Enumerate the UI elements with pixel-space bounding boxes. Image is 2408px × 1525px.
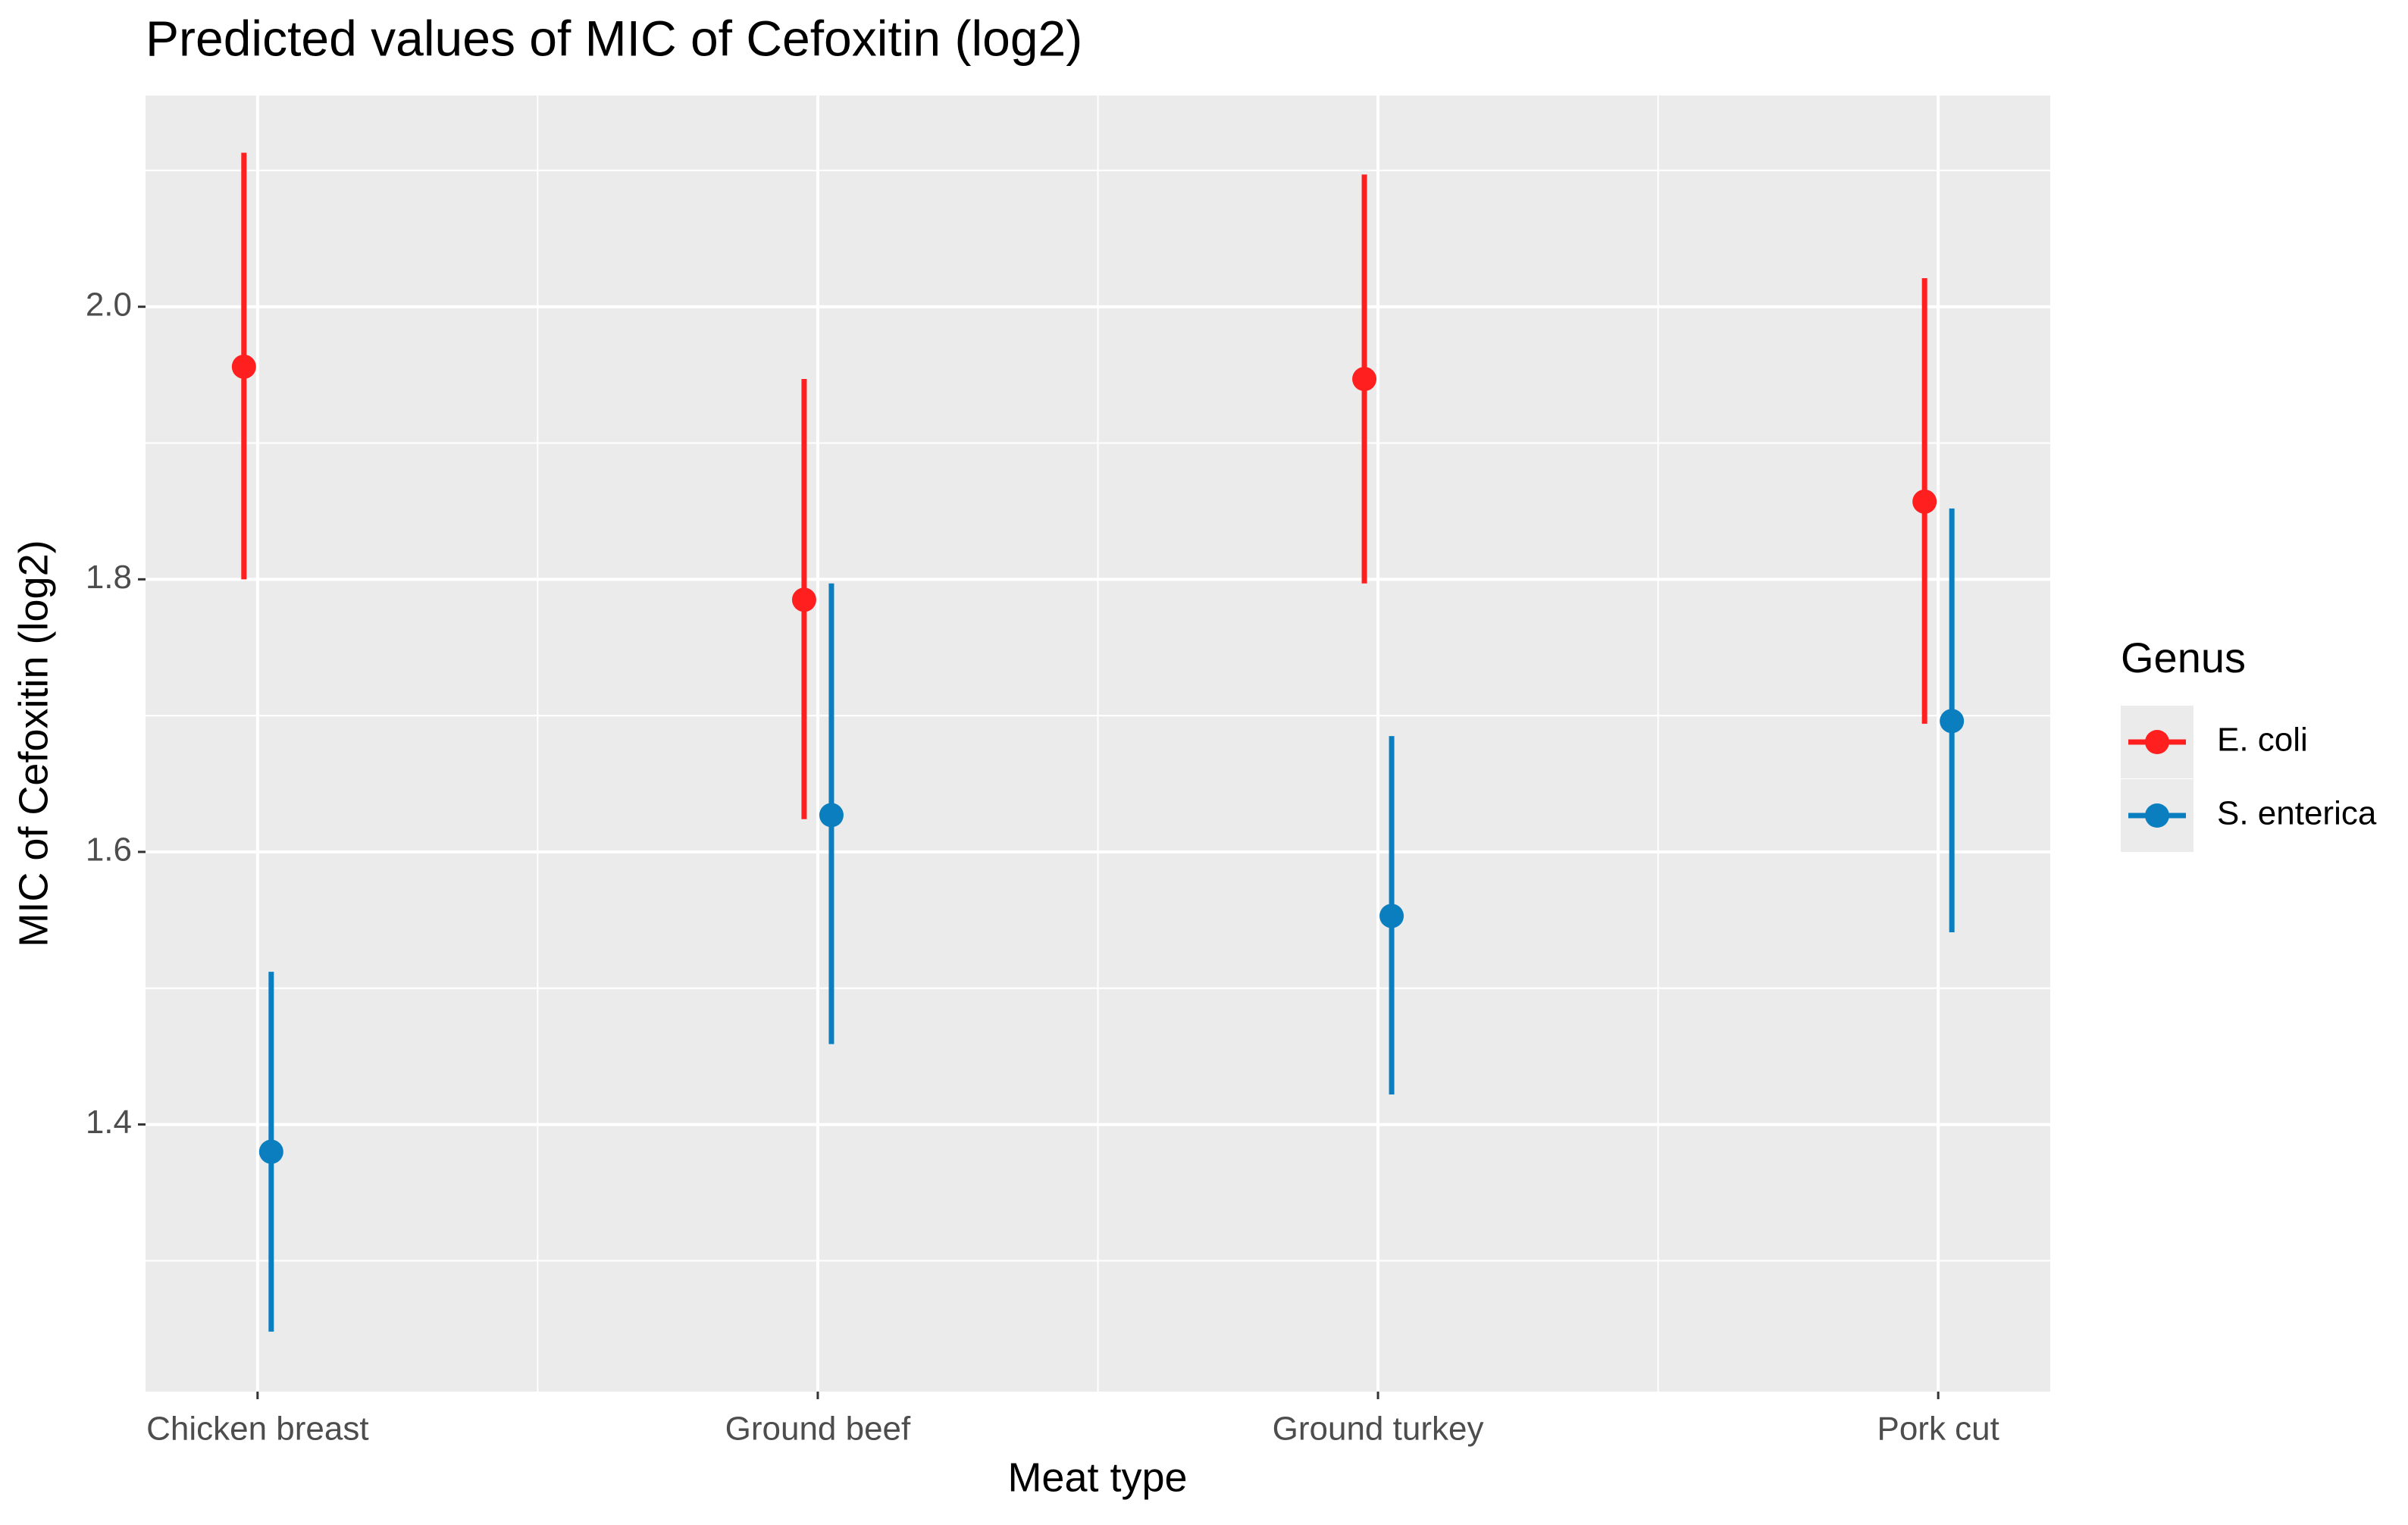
legend-label: S. enterica (2217, 795, 2377, 832)
point (1379, 903, 1404, 928)
point (1940, 709, 1965, 734)
legend-label: E. coli (2217, 722, 2308, 759)
legend-title: Genus (2121, 634, 2246, 681)
point (819, 803, 844, 828)
x-tick-label: Ground turkey (1273, 1411, 1484, 1448)
y-tick-label: 1.4 (86, 1104, 132, 1141)
legend-point (2145, 803, 2169, 828)
point (1912, 489, 1937, 514)
point (1352, 367, 1377, 392)
y-tick-label: 1.6 (86, 831, 132, 869)
point (791, 587, 816, 612)
chart-title: Predicted values of MIC of Cefoxitin (lo… (146, 10, 1082, 66)
y-axis-title: MIC of Cefoxitin (log2) (11, 540, 56, 947)
x-axis-title: Meat type (1007, 1455, 1187, 1500)
x-tick-label: Ground beef (725, 1411, 911, 1448)
y-tick-label: 2.0 (86, 286, 132, 323)
point (258, 1139, 283, 1164)
y-tick-label: 1.8 (86, 559, 132, 596)
x-tick-label: Chicken breast (146, 1411, 368, 1448)
legend-point (2145, 730, 2169, 754)
point (231, 354, 256, 379)
x-tick-label: Pork cut (1877, 1411, 1999, 1448)
